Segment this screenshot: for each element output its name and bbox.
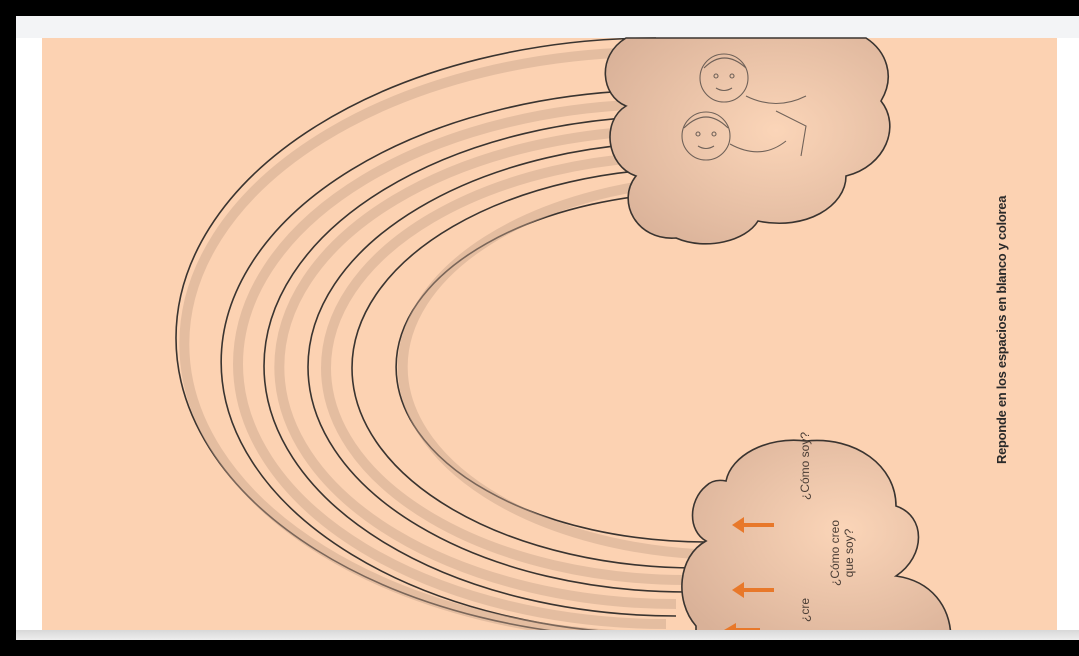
rainbow-arc-1 [175,37,657,639]
instruction-text: Reponde en los espacios en blanco y colo… [994,195,1009,464]
bottom-cloud [681,439,952,640]
arrow-icon-1 [732,517,774,533]
cloud-label-como-creo: ¿Cómo creo que soy? [828,520,856,586]
children-drawing [681,53,807,161]
rainbow-arc-6 [395,191,707,543]
cloud-label-como-soy: ¿Cómo soy? [798,431,812,500]
document-viewer-frame: Reponde en los espacios en blanco y colo… [16,16,1079,640]
cloud-label-como-creo-line1: ¿Cómo creo [828,519,842,586]
viewer-bottom-strip [16,630,1079,640]
rainbow-arc-2 [220,89,667,635]
viewer-top-strip [16,16,1079,38]
rainbow-illustration [175,37,952,640]
rainbow-arc-5 [351,167,697,569]
top-cloud [604,37,891,245]
rainbow-arc-4 [307,141,687,593]
cloud-label-partial: ¿cre [798,598,812,622]
arrow-icon-2 [732,582,774,598]
rainbow-arc-3 [263,115,677,617]
cloud-label-como-creo-line2: que soy? [842,528,856,578]
rainbow-bands [175,37,707,639]
